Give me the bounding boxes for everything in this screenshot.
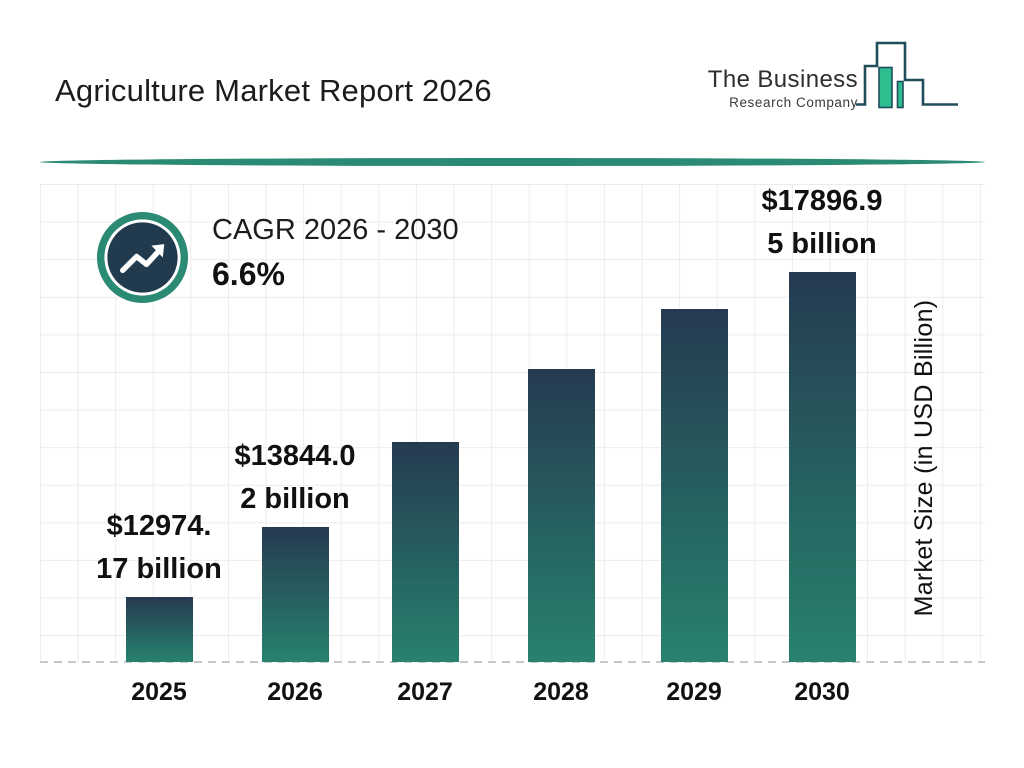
logo-text-primary: The Business [707,66,858,93]
bar-value-label-line: $13844.0 [234,440,356,472]
bar-2030 [788,272,856,662]
cagr-value: 6.6% [212,256,285,292]
cagr-label: CAGR 2026 - 2030 [212,214,459,246]
bar-2029 [660,309,728,662]
bar-2028 [527,369,595,662]
bar-2027 [391,442,459,662]
x-axis-label-2028: 2028 [533,678,589,706]
x-axis-label-2027: 2027 [397,678,453,706]
cagr-badge: CAGR 2026 - 2030 6.6% [95,210,459,305]
page-title: Agriculture Market Report 2026 [55,72,492,108]
bar-value-label-line: 2 billion [240,483,350,515]
bar-value-label-2025: $12974. 17 billion [49,505,269,591]
bar-value-label-line: 5 billion [767,228,877,260]
trending-up-icon [96,211,189,304]
logo-bars-icon [856,41,958,109]
chart-baseline [40,661,985,663]
company-logo-text: The Business Research Company [708,66,858,110]
divider-line [40,158,985,166]
bar-value-label-2026: $13844.0 2 billion [185,435,405,521]
bar-2026 [261,527,329,662]
x-axis-label-2026: 2026 [267,678,323,706]
x-axis-label-2025: 2025 [131,678,187,706]
bar-value-label-line: $12974. [106,510,212,542]
bar-value-label-line: $17896.9 [761,185,883,217]
logo-text-secondary: Research Company [729,95,858,110]
bar-2025 [125,597,193,662]
cagr-text: CAGR 2026 - 2030 6.6% [212,210,459,296]
y-axis-label: Market Size (in USD Billion) [910,299,938,617]
bar-chart: $12974. 17 billion 2025 $13844.0 2 billion 20… [40,184,985,706]
x-axis-label-2030: 2030 [794,678,850,706]
bar-value-label-line: 17 billion [96,553,222,585]
x-axis-label-2029: 2029 [666,678,722,706]
bar-value-label-2030: $17896.9 5 billion [712,180,932,266]
